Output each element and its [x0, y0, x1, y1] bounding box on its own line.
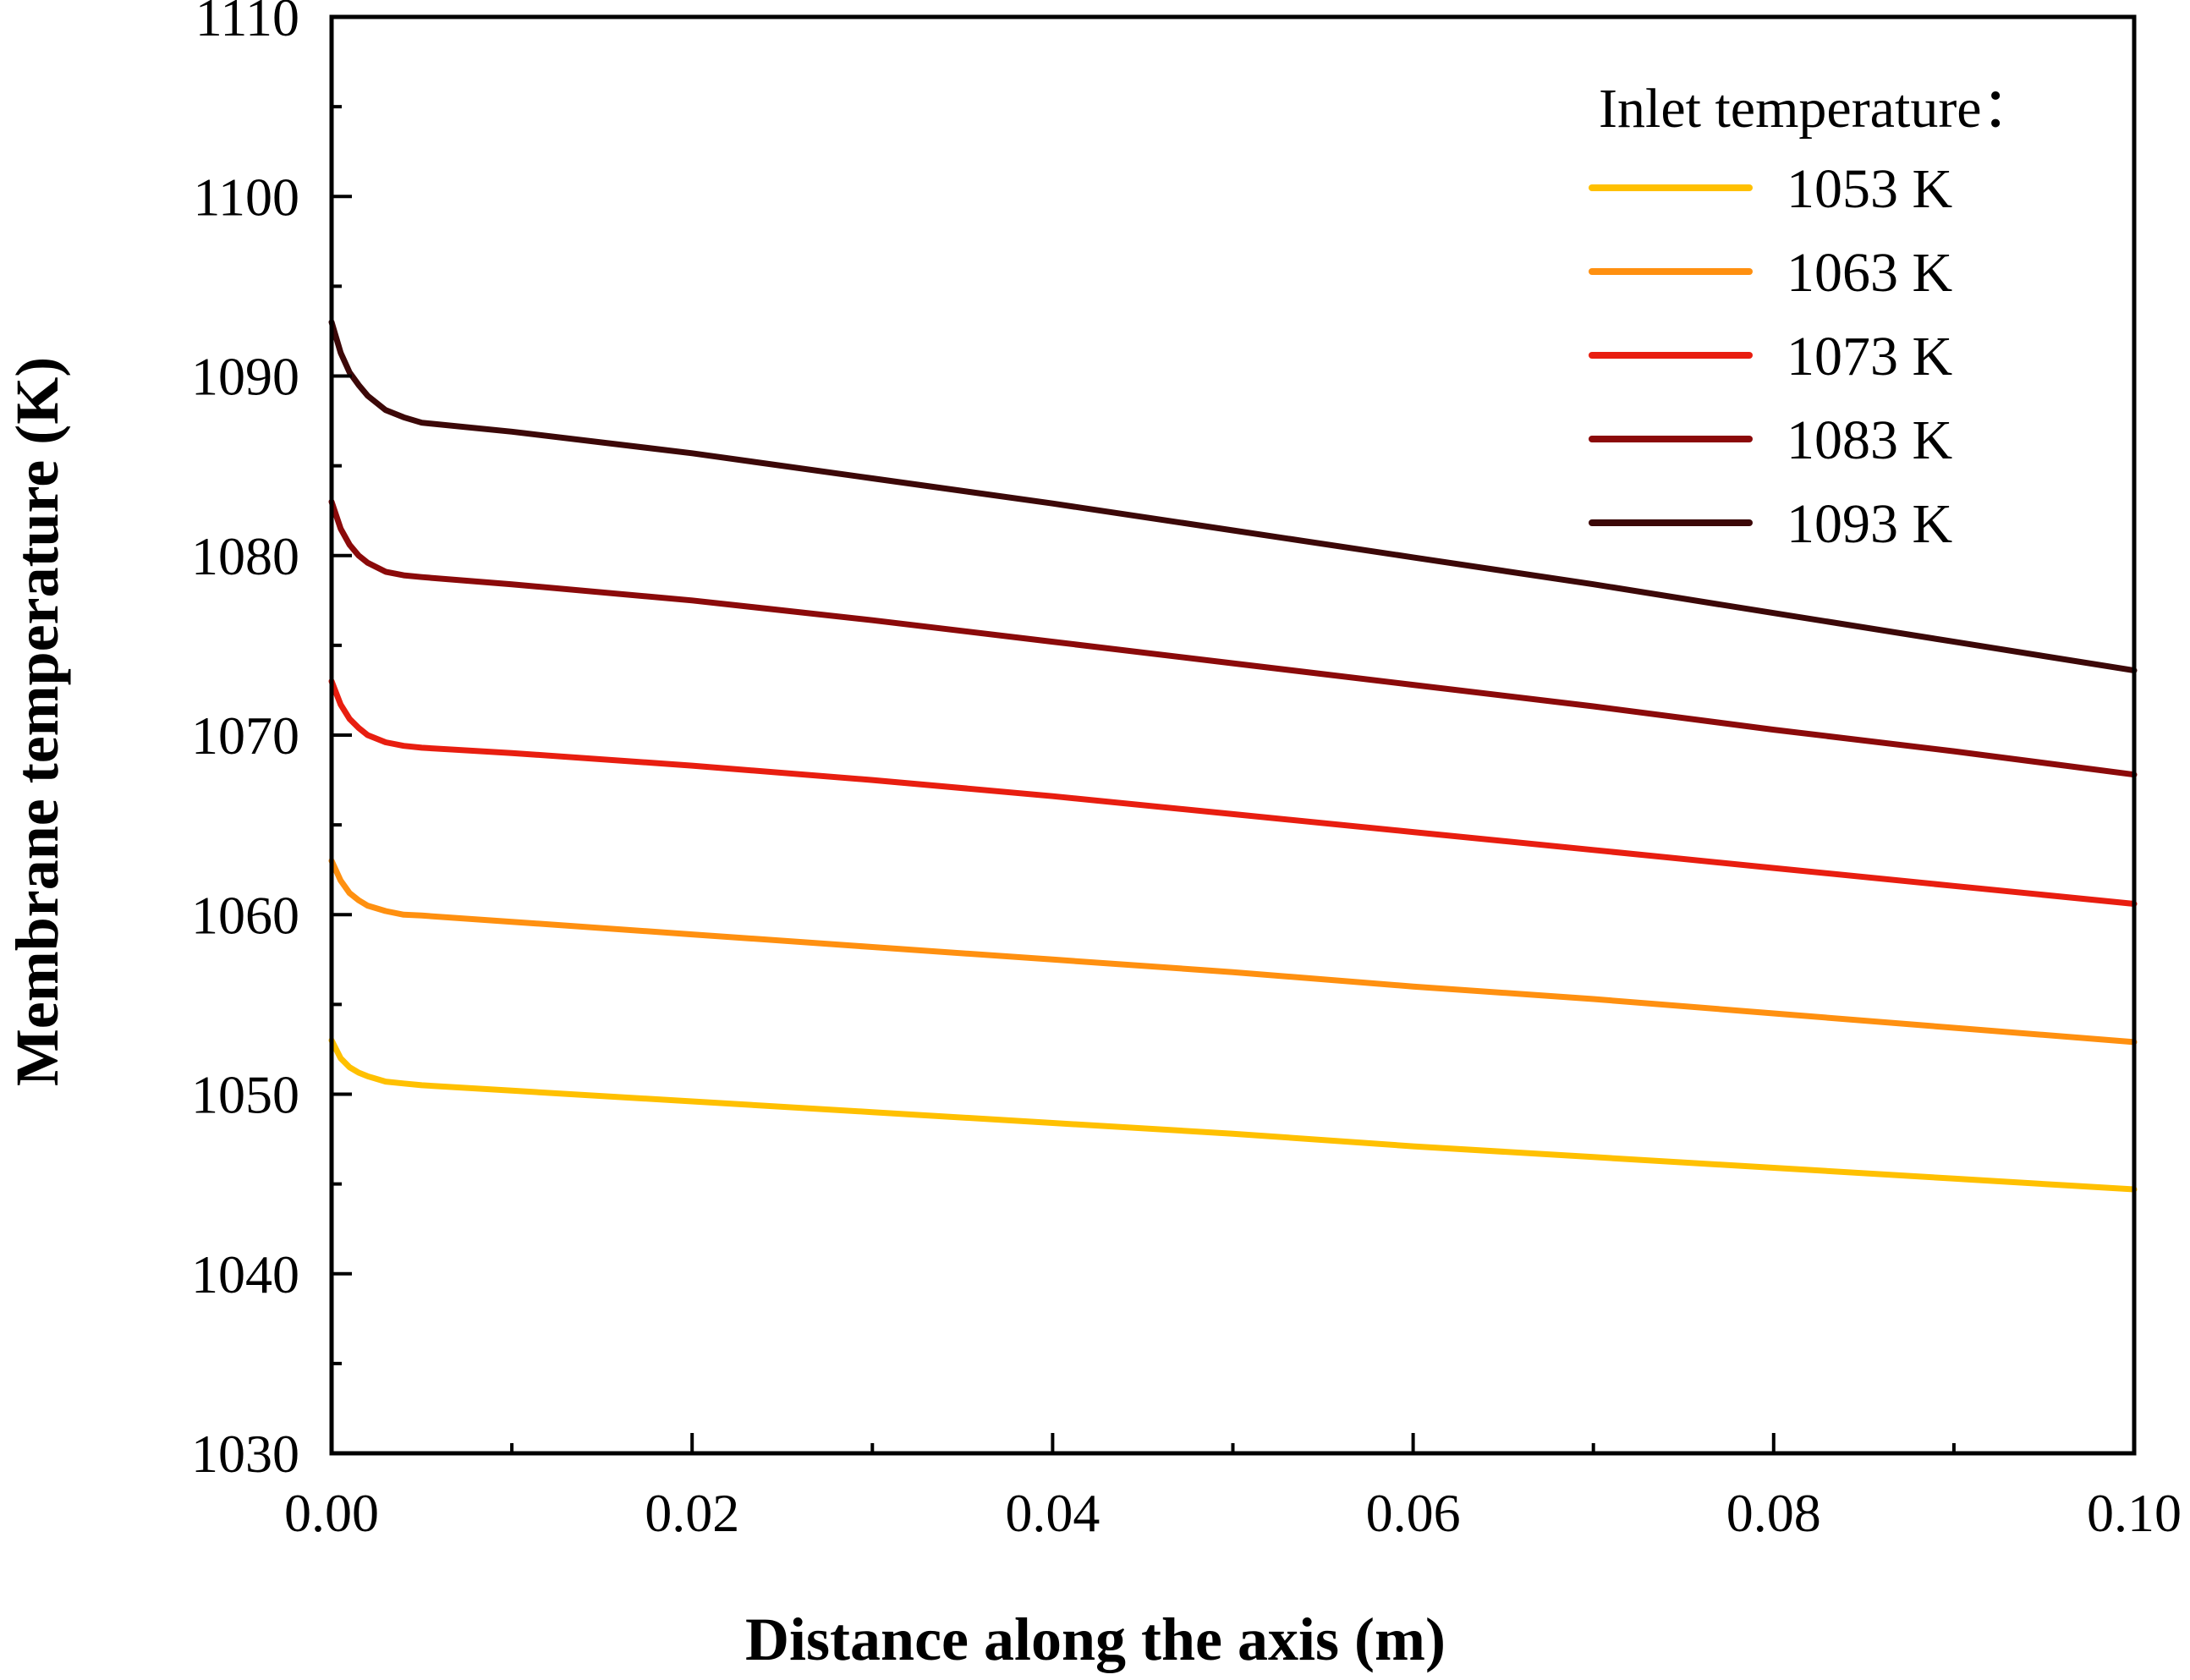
y-tick-label: 1030 — [191, 1424, 299, 1484]
y-axis-title: Membrane temperature (K) — [3, 357, 71, 1086]
legend: Inlet temperature： 1053 K 1063 K 1073 K 1083… — [1589, 78, 2038, 555]
legend-label: 1083 K — [1787, 409, 1952, 471]
plot-frame — [329, 14, 2137, 1456]
series-line-1053-K — [328, 1037, 2138, 1193]
y-tick-label: 1060 — [191, 885, 299, 945]
legend-title: Inlet temperature： — [1599, 78, 2038, 140]
series-line-1073-K — [328, 678, 2138, 907]
y-tick-label: 1100 — [193, 167, 299, 227]
series-line-1083-K — [328, 498, 2138, 778]
x-axis-title: Distance along the axis (m) — [745, 1606, 1446, 1673]
x-tick-label: 0.04 — [1005, 1483, 1100, 1543]
axes: 0.00 0.02 0.04 0.06 0.08 0.10 1030 1040 1050 1060… — [191, 0, 2182, 1543]
y-tick-label: 1040 — [191, 1244, 299, 1304]
legend-label: 1073 K — [1787, 326, 1952, 387]
series-lines — [328, 319, 2138, 1193]
y-tick-label: 1050 — [191, 1065, 299, 1125]
series-line-1093-K — [328, 319, 2138, 674]
y-tick-label: 1080 — [191, 526, 299, 586]
x-tick-label: 0.10 — [2087, 1483, 2182, 1543]
y-tick-label: 1110 — [195, 0, 299, 47]
x-tick-label: 0.06 — [1366, 1483, 1461, 1543]
x-tick-label: 0.08 — [1726, 1483, 1821, 1543]
legend-label: 1053 K — [1787, 158, 1952, 220]
x-tick-label: 0.02 — [645, 1483, 739, 1543]
series-line-1063-K — [328, 858, 2138, 1046]
y-tick-label: 1090 — [191, 347, 299, 407]
legend-label: 1063 K — [1787, 242, 1952, 304]
y-tick-label: 1070 — [191, 705, 299, 766]
legend-label: 1093 K — [1787, 493, 1952, 555]
x-tick-label: 0.00 — [284, 1483, 379, 1543]
